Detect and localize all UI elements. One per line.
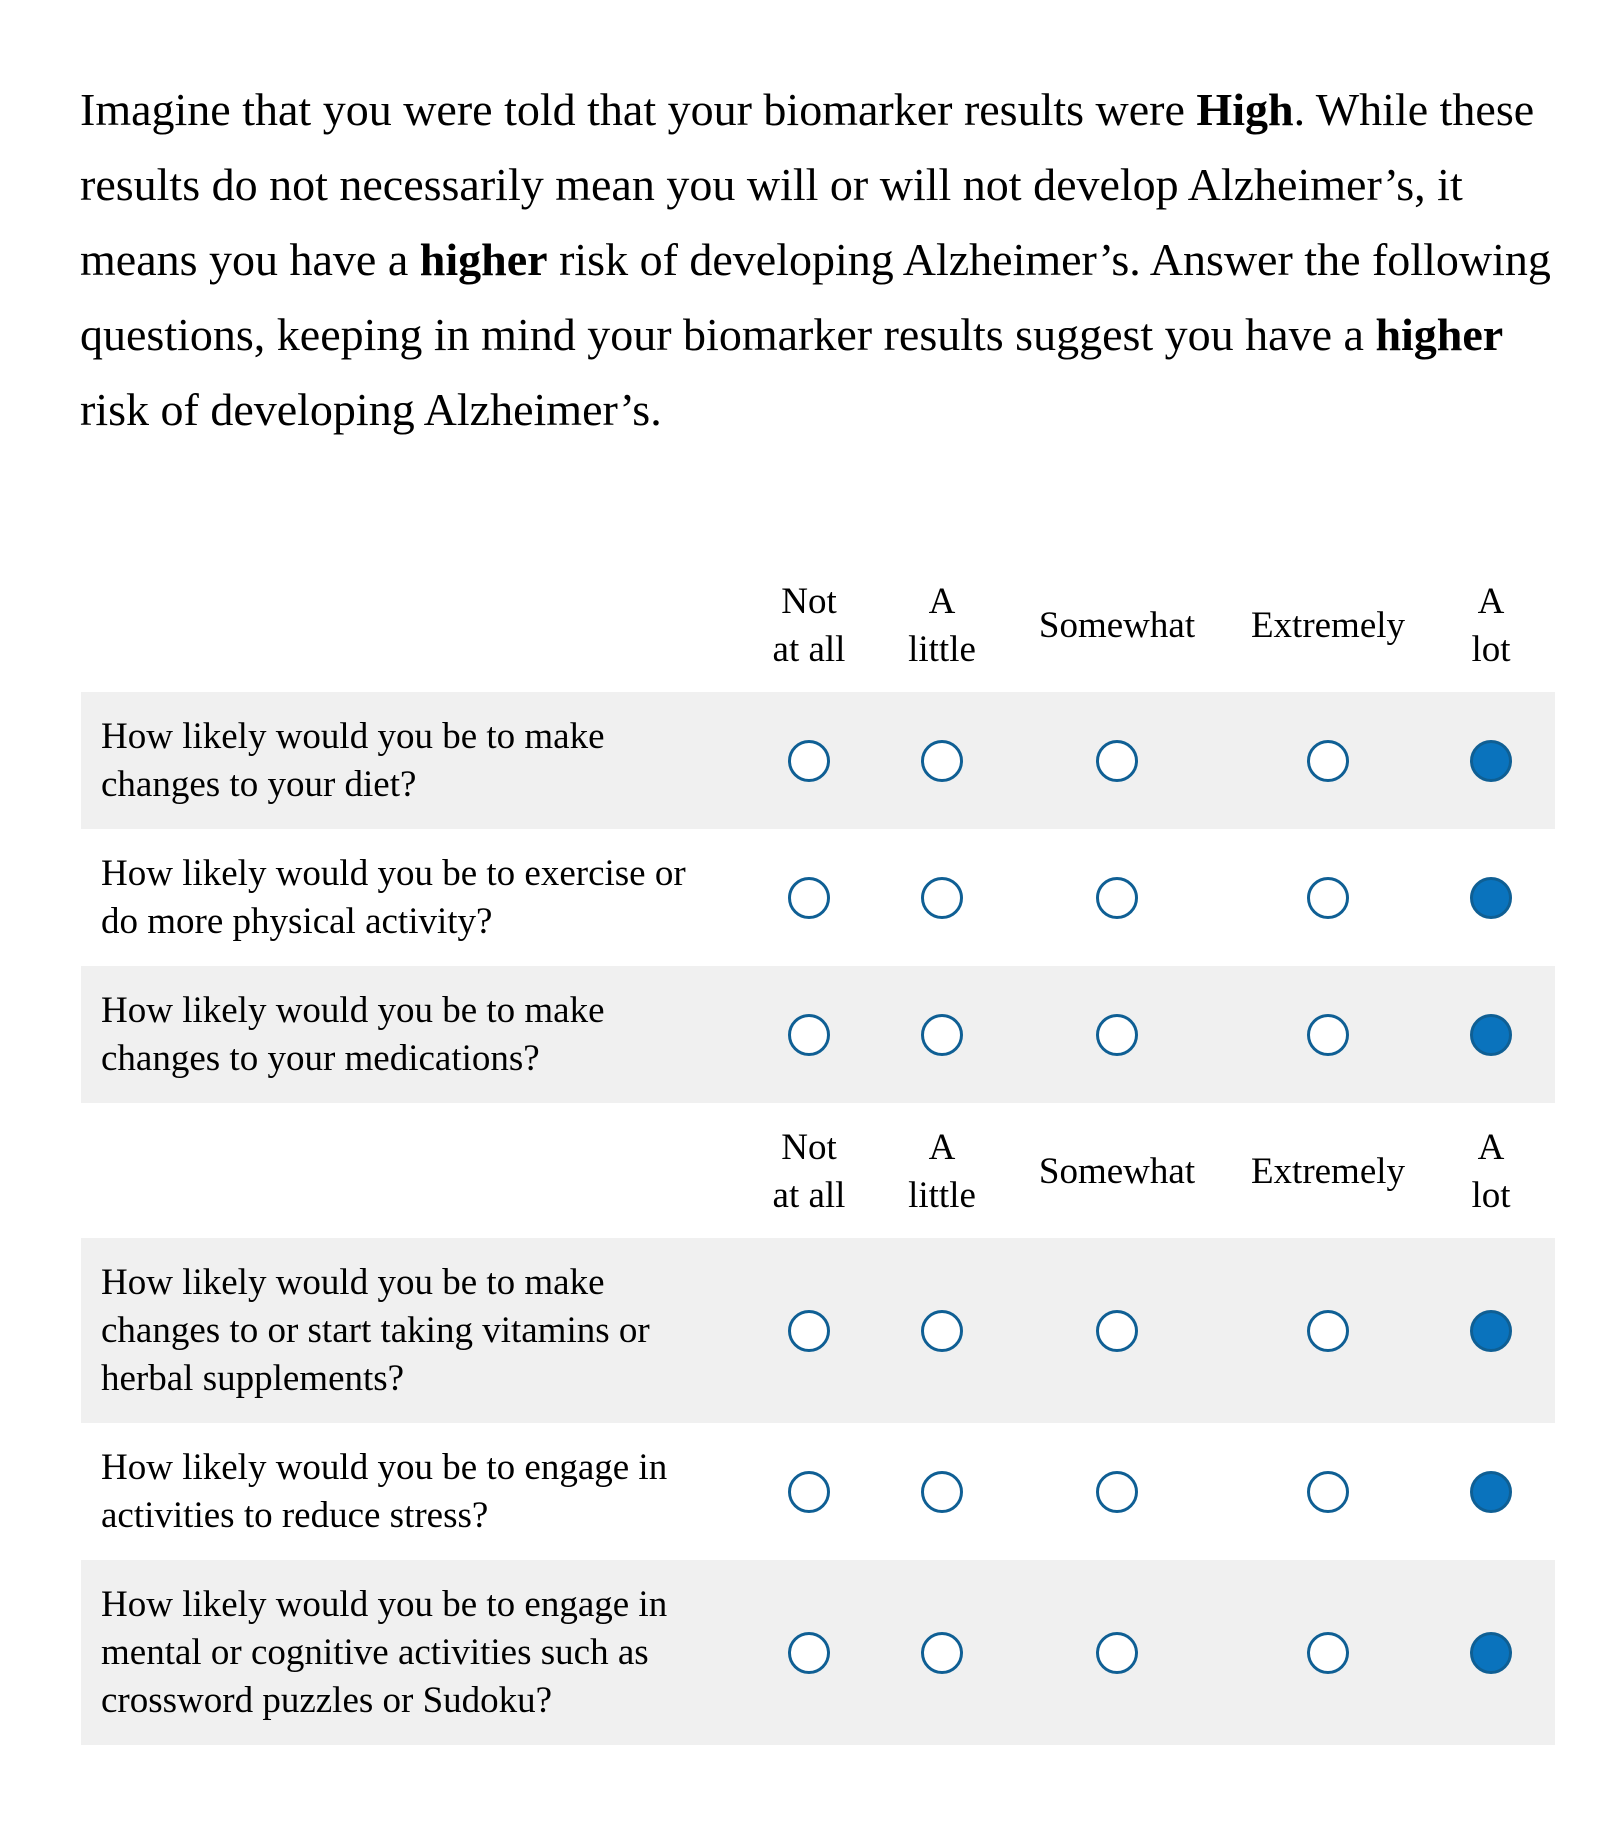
- intro-text-4: risk of developing Alzheimer’s.: [80, 384, 662, 435]
- radio-a-lot[interactable]: [1470, 739, 1512, 782]
- intro-text-3: risk of developing Alzheimer’s. Answer t…: [80, 234, 1551, 360]
- question-matrix-2: Not at all A little Somewhat Extremely A…: [81, 1114, 1555, 1745]
- radio-a-lot[interactable]: [1470, 1470, 1512, 1513]
- intro-text-2: . While these results do not necessarily…: [80, 84, 1535, 285]
- intro-emphasis-high: High: [1196, 84, 1294, 135]
- scale-label-extremely: Extremely: [1250, 1151, 1406, 1192]
- question-text: How likely would you be to make changes …: [101, 1261, 650, 1399]
- radio-extremely[interactable]: [1307, 1309, 1349, 1352]
- radio-not-at-all[interactable]: [788, 1309, 830, 1352]
- radio-not-at-all[interactable]: [788, 739, 830, 782]
- instructions-text: Imagine that you were told that your bio…: [80, 72, 1560, 447]
- question-row-exercise: How likely would you be to exercise or d…: [81, 829, 1555, 966]
- scale-header-row: Not at all A little Somewhat Extremely A…: [81, 568, 1555, 692]
- radio-somewhat[interactable]: [1096, 1631, 1138, 1674]
- radio-not-at-all[interactable]: [788, 876, 830, 919]
- radio-a-little[interactable]: [921, 1309, 963, 1352]
- question-row-medications: How likely would you be to make changes …: [81, 966, 1555, 1103]
- intro-emphasis-higher-2: higher: [1375, 309, 1504, 360]
- scale-label-extremely: Extremely: [1250, 605, 1406, 646]
- radio-extremely[interactable]: [1307, 876, 1349, 919]
- radio-a-little[interactable]: [921, 876, 963, 919]
- question-text: How likely would you be to exercise or d…: [101, 852, 686, 942]
- scale-label-somewhat: Somewhat: [1038, 605, 1196, 646]
- radio-somewhat[interactable]: [1096, 739, 1138, 782]
- radio-somewhat[interactable]: [1096, 1013, 1138, 1056]
- radio-extremely[interactable]: [1307, 1631, 1349, 1674]
- radio-not-at-all[interactable]: [788, 1631, 830, 1674]
- radio-a-lot[interactable]: [1470, 1631, 1512, 1674]
- question-row-diet: How likely would you be to make changes …: [81, 692, 1555, 829]
- intro-text-1: Imagine that you were told that your bio…: [80, 84, 1197, 135]
- radio-somewhat[interactable]: [1096, 1470, 1138, 1513]
- radio-somewhat[interactable]: [1096, 1309, 1138, 1352]
- scale-label-somewhat: Somewhat: [1038, 1151, 1196, 1192]
- scale-label-not-at-all: Not at all: [772, 1127, 846, 1216]
- radio-somewhat[interactable]: [1096, 876, 1138, 919]
- radio-a-little[interactable]: [921, 1013, 963, 1056]
- scale-label-a-little: A little: [908, 581, 976, 670]
- scale-label-a-little: A little: [908, 1127, 976, 1216]
- radio-not-at-all[interactable]: [788, 1013, 830, 1056]
- radio-a-little[interactable]: [921, 739, 963, 782]
- radio-extremely[interactable]: [1307, 1470, 1349, 1513]
- radio-a-lot[interactable]: [1470, 1013, 1512, 1056]
- scale-label-not-at-all: Not at all: [772, 581, 846, 670]
- question-row-stress: How likely would you be to engage in act…: [81, 1423, 1555, 1560]
- radio-extremely[interactable]: [1307, 1013, 1349, 1056]
- scale-label-a-lot: A lot: [1471, 1127, 1511, 1216]
- scale-header-row: Not at all A little Somewhat Extremely A…: [81, 1114, 1555, 1238]
- radio-a-little[interactable]: [921, 1470, 963, 1513]
- question-row-cognitive: How likely would you be to engage in men…: [81, 1560, 1555, 1745]
- question-text: How likely would you be to make changes …: [101, 715, 605, 805]
- radio-a-lot[interactable]: [1470, 876, 1512, 919]
- question-text: How likely would you be to make changes …: [101, 989, 605, 1079]
- question-row-supplements: How likely would you be to make changes …: [81, 1238, 1555, 1423]
- radio-not-at-all[interactable]: [788, 1470, 830, 1513]
- scale-label-a-lot: A lot: [1471, 581, 1511, 670]
- radio-a-little[interactable]: [921, 1631, 963, 1674]
- radio-a-lot[interactable]: [1470, 1309, 1512, 1352]
- question-matrix-1: Not at all A little Somewhat Extremely A…: [81, 568, 1555, 1103]
- question-text: How likely would you be to engage in act…: [101, 1446, 668, 1536]
- radio-extremely[interactable]: [1307, 739, 1349, 782]
- intro-emphasis-higher-1: higher: [419, 234, 548, 285]
- question-text: How likely would you be to engage in men…: [101, 1583, 668, 1721]
